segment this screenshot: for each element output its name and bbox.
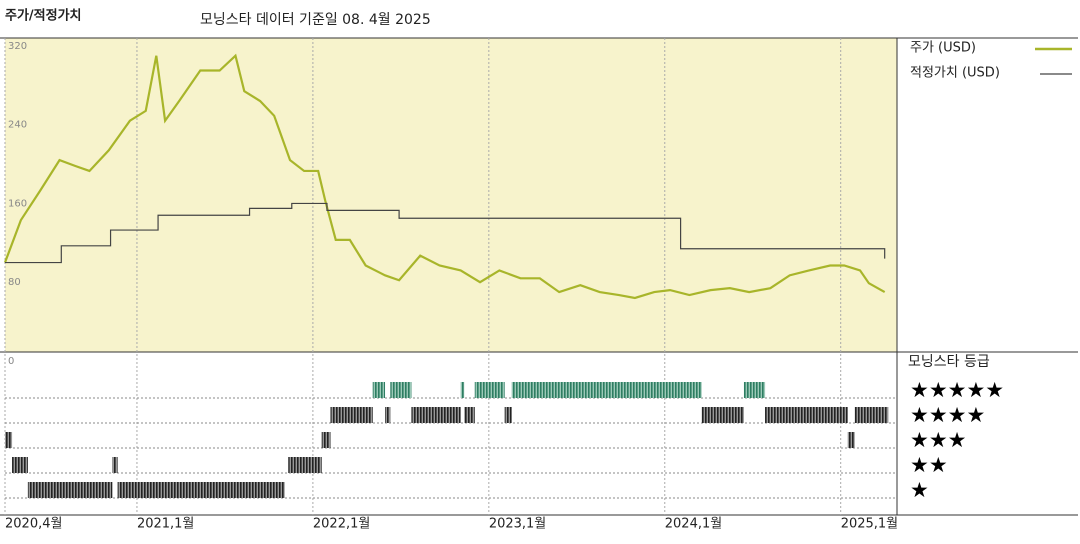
plot-background <box>5 38 897 352</box>
series-line <box>3 53 886 300</box>
chart-title: 주가/적정가치 <box>5 8 82 24</box>
x-tick-label: 2021,1월 <box>137 517 194 532</box>
x-tick-label: 2025,1월 <box>841 517 898 532</box>
star-label: ★★ <box>910 453 948 477</box>
rating-band <box>511 382 702 398</box>
rating-band <box>112 457 118 473</box>
x-tick-label: 2023,1월 <box>489 517 546 532</box>
rating-band <box>701 407 744 423</box>
rating-band <box>460 382 465 398</box>
y-tick-label: 320 <box>8 41 27 52</box>
rating-band <box>372 382 386 398</box>
star-label: ★ <box>910 478 929 502</box>
rating-band <box>27 482 113 498</box>
legend-label: 적정가치 (USD) <box>910 66 1000 81</box>
rating-band <box>765 407 848 423</box>
star-label: ★★★ <box>910 428 966 452</box>
x-tick-label: 2024,1월 <box>665 517 722 532</box>
x-tick-label: 2020,4월 <box>5 517 62 532</box>
x-tick-label: 2022,1월 <box>313 517 370 532</box>
rating-band <box>5 432 13 448</box>
rating-band <box>743 382 766 398</box>
legend-label: 주가 (USD) <box>910 41 976 56</box>
rating-band <box>390 382 412 398</box>
star-label: ★★★★ <box>910 403 985 427</box>
rating-title: 모닝스타 등급 <box>908 354 990 370</box>
y-tick-label: 0 <box>8 356 14 367</box>
y-tick-label: 160 <box>8 198 27 209</box>
rating-band <box>321 432 331 448</box>
rating-band <box>117 482 285 498</box>
rating-band <box>847 432 855 448</box>
y-tick-label: 240 <box>8 120 27 131</box>
rating-band <box>385 407 391 423</box>
series-line <box>5 202 886 264</box>
chart-subtitle: 모닝스타 데이터 기준일 08. 4월 2025 <box>200 12 431 28</box>
rating-band <box>411 407 461 423</box>
rating-band <box>330 407 373 423</box>
rating-band <box>504 407 512 423</box>
rating-band <box>854 407 889 423</box>
y-tick-label: 80 <box>8 277 21 288</box>
star-label: ★★★★★ <box>910 378 1004 402</box>
rating-band <box>464 407 475 423</box>
rating-band <box>474 382 505 398</box>
rating-band <box>288 457 322 473</box>
rating-band <box>12 457 28 473</box>
